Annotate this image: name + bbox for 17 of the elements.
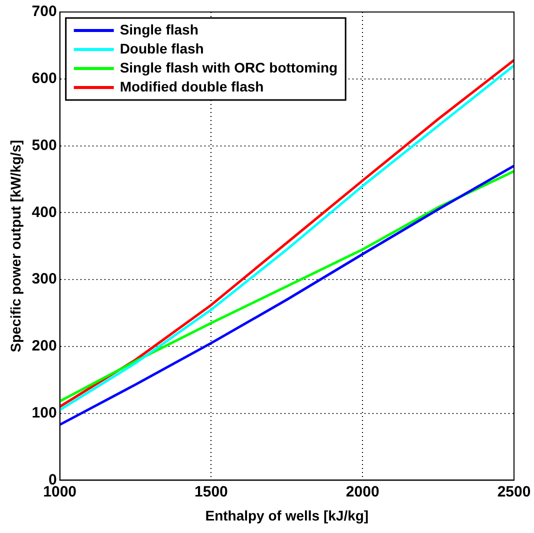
legend-label: Single flash with ORC bottoming	[120, 59, 338, 76]
y-tick-label: 500	[32, 136, 57, 154]
y-tick-label: 200	[32, 338, 57, 355]
legend-label: Single flash	[120, 21, 198, 38]
legend-label: Modified double flash	[120, 78, 264, 94]
y-tick-label: 700	[32, 3, 57, 20]
x-tick-label: 2500	[497, 483, 531, 500]
x-tick-label: 2000	[346, 483, 380, 500]
x-tick-label: 1500	[194, 483, 228, 500]
y-tick-label: 400	[32, 204, 57, 221]
y-tick-label: 100	[32, 404, 57, 422]
y-axis-title: Specific power output [kW/kg/s]	[7, 140, 24, 352]
legend-label: Double flash	[120, 40, 204, 56]
x-tick-label: 1000	[43, 483, 77, 500]
y-tick-label: 300	[32, 270, 57, 288]
x-axis-title: Enthalpy of wells [kJ/kg]	[205, 507, 369, 524]
y-tick-label: 600	[32, 70, 57, 88]
